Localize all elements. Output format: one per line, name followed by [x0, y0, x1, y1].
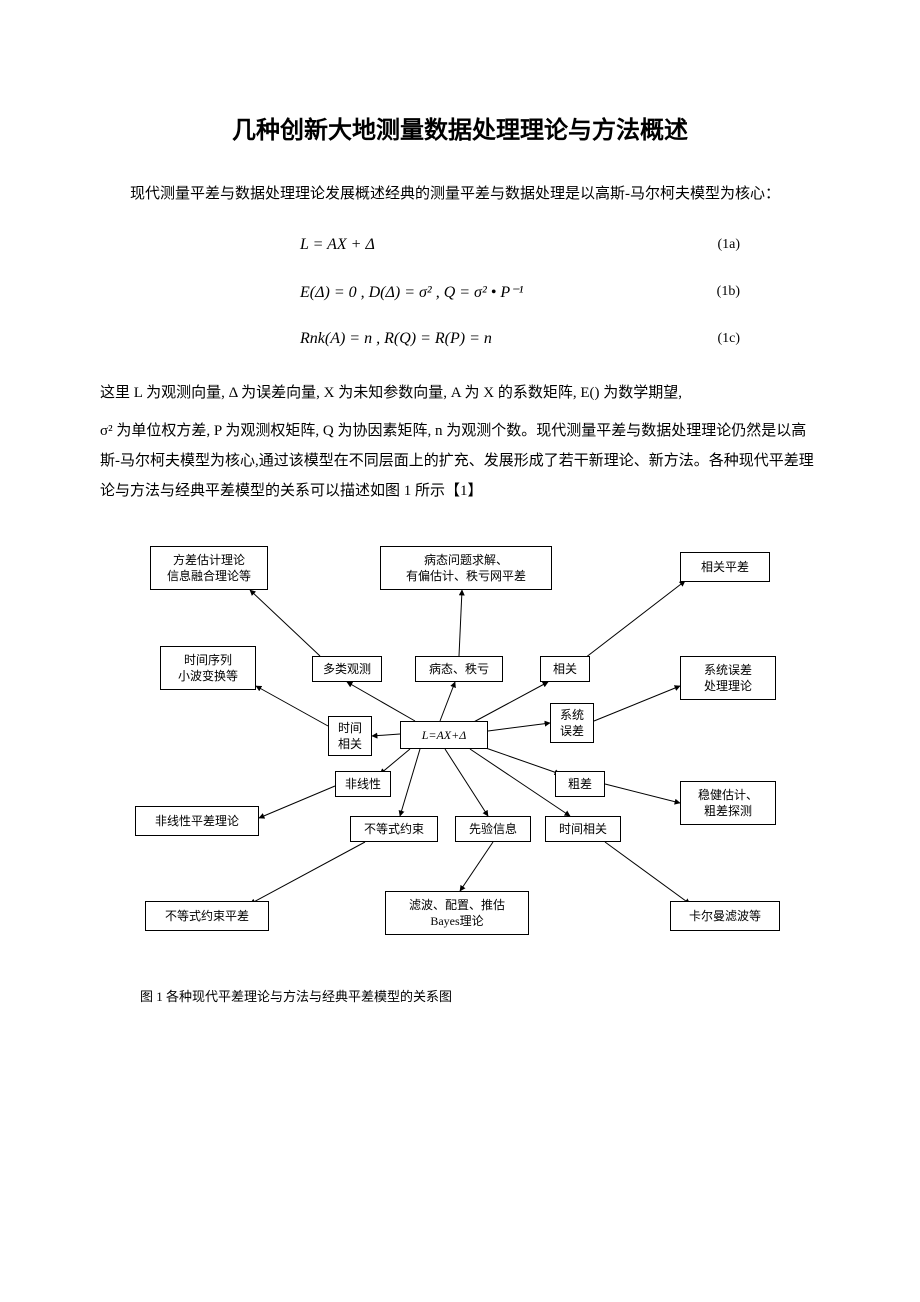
diagram-node-o_nonlin: 非线性平差理论 — [135, 806, 259, 836]
diagram-node-n_timecorr_l: 时间相关 — [328, 716, 372, 756]
intro-paragraph: 现代测量平差与数据处理理论发展概述经典的测量平差与数据处理是以高斯-马尔柯夫模型… — [100, 181, 820, 208]
diagram-edge — [445, 749, 488, 816]
diagram-edge — [250, 842, 365, 904]
diagram-edge — [372, 734, 400, 736]
equation-1c: Rnk(A) = n , R(Q) = R(P) = n — [300, 330, 492, 348]
diagram-node-n_prior: 先验信息 — [455, 816, 531, 842]
diagram-edge — [256, 686, 328, 726]
diagram-node-o_corr: 相关平差 — [680, 552, 770, 582]
diagram-node-n_rough: 粗差 — [555, 771, 605, 797]
equation-1b: E(Δ) = 0 , D(Δ) = σ² , Q = σ² • P⁻¹ — [300, 282, 523, 302]
equation-block: L = AX + Δ (1a) E(Δ) = 0 , D(Δ) = σ² , Q… — [100, 236, 820, 348]
document-page: 几种创新大地测量数据处理理论与方法概述 现代测量平差与数据处理理论发展概述经典的… — [0, 0, 920, 1302]
diagram-node-n_nonlin: 非线性 — [335, 771, 391, 797]
diagram-node-n_ineq: 不等式约束 — [350, 816, 438, 842]
diagram-node-n_ill: 病态、秩亏 — [415, 656, 503, 682]
diagram-edge — [605, 784, 680, 803]
equation-1a: L = AX + Δ — [300, 236, 375, 254]
diagram-node-o_ineq: 不等式约束平差 — [145, 901, 269, 931]
body-paragraph-1: 这里 L 为观测向量, Δ 为误差向量, X 为未知参数向量, A 为 X 的系… — [100, 378, 820, 408]
diagram-edge — [585, 581, 685, 658]
diagram-node-o_syserr: 系统误差处理理论 — [680, 656, 776, 700]
diagram-node-o_var: 方差估计理论信息融合理论等 — [150, 546, 268, 590]
diagram-edge — [459, 590, 462, 656]
diagram-node-center: L=AX+Δ — [400, 721, 488, 749]
equation-row: Rnk(A) = n , R(Q) = R(P) = n (1c) — [100, 330, 820, 348]
equation-row: L = AX + Δ (1a) — [100, 236, 820, 254]
diagram-edge — [594, 686, 680, 721]
diagram-node-o_time: 时间序列小波变换等 — [160, 646, 256, 690]
diagram-edge — [488, 723, 550, 731]
figure-caption: 图 1 各种现代平差理论与方法与经典平差模型的关系图 — [140, 986, 820, 1005]
diagram-node-o_ill: 病态问题求解、有偏估计、秩亏网平差 — [380, 546, 552, 590]
diagram-edge — [259, 786, 335, 818]
diagram-node-n_multiobs: 多类观测 — [312, 656, 382, 682]
diagram-edge — [250, 590, 320, 656]
diagram-edge — [440, 682, 455, 721]
diagram-edge — [605, 842, 690, 904]
diagram-edge — [400, 749, 420, 816]
diagram-node-o_kalman: 卡尔曼滤波等 — [670, 901, 780, 931]
diagram-node-o_filter: 滤波、配置、推估Bayes理论 — [385, 891, 529, 935]
diagram-edge — [470, 682, 548, 724]
equation-number-1a: (1a) — [717, 237, 740, 253]
relationship-diagram: L=AX+Δ多类观测病态、秩亏相关时间相关系统误差非线性粗差不等式约束先验信息时… — [100, 526, 820, 956]
equation-number-1b: (1b) — [717, 284, 740, 300]
diagram-node-n_syserr: 系统误差 — [550, 703, 594, 743]
diagram-node-n_timecorr_r: 时间相关 — [545, 816, 621, 842]
body-paragraph-2: σ² 为单位权方差, P 为观测权矩阵, Q 为协因素矩阵, n 为观测个数。现… — [100, 416, 820, 506]
equation-number-1c: (1c) — [717, 331, 740, 347]
diagram-node-n_corr: 相关 — [540, 656, 590, 682]
diagram-node-o_robust: 稳健估计、粗差探测 — [680, 781, 776, 825]
page-title: 几种创新大地测量数据处理理论与方法概述 — [100, 110, 820, 145]
equation-row: E(Δ) = 0 , D(Δ) = σ² , Q = σ² • P⁻¹ (1b) — [100, 282, 820, 302]
diagram-edge — [480, 746, 560, 774]
diagram-edge — [460, 842, 493, 891]
